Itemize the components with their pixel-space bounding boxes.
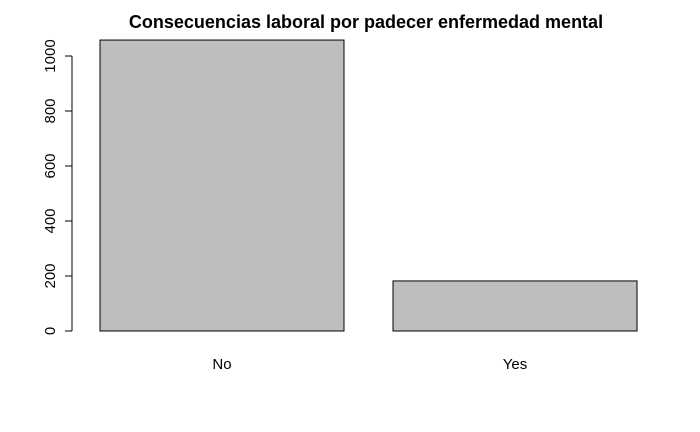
y-tick-label: 1000 [42,39,59,72]
y-axis: 0 200 400 600 800 1000 [42,39,73,335]
y-tick-label: 0 [42,327,59,335]
chart-title: Consecuencias laboral por padecer enferm… [129,12,603,32]
bars [99,39,638,332]
x-tick-label: Yes [503,356,527,373]
y-tick-label: 400 [42,208,59,233]
x-axis-labels: No Yes [212,356,527,373]
bar-yes [392,280,638,332]
y-tick-label: 200 [42,263,59,288]
y-tick-label: 800 [42,98,59,123]
bar-no [99,39,345,332]
x-tick-label: No [212,356,231,373]
y-tick-label: 600 [42,153,59,178]
